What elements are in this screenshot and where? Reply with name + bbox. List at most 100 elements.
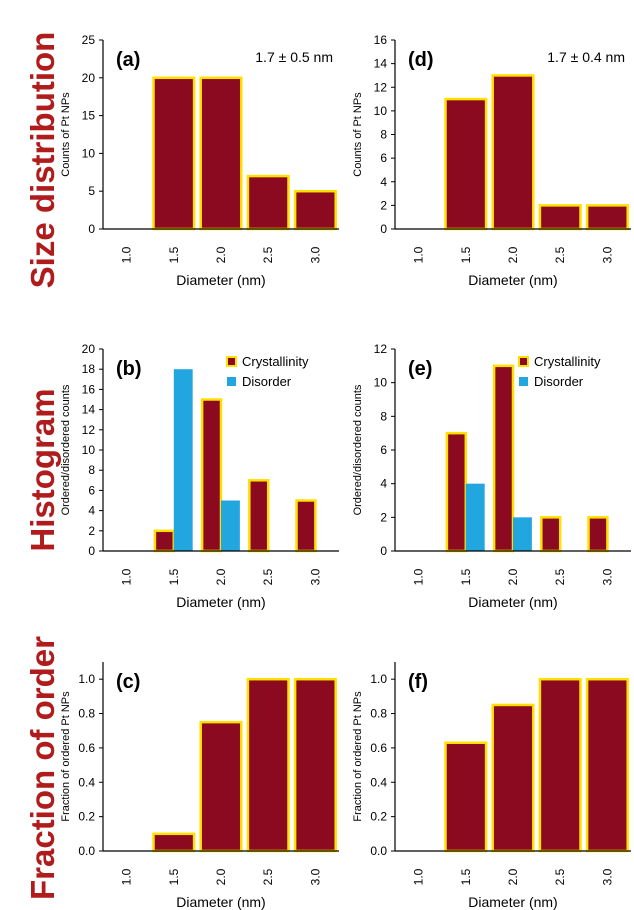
bar-count-2.0 [199,76,243,231]
y-tick-label: 8 [88,463,95,477]
x-tick-label: 1.0 [412,246,426,263]
y-tick-label: 20 [82,71,96,85]
legend: Crystallinity Disorder [226,354,309,389]
x-axis-title: Diameter (nm) [468,894,557,910]
x-tick-label: 1.5 [167,246,181,263]
legend-label-crystallinity: Crystallinity [242,354,309,369]
y-tick-label: 0 [380,222,387,236]
x-tick-label: 1.5 [167,868,181,885]
x-tick-label: 1.5 [167,568,181,585]
x-tick-label: 1.0 [120,246,134,263]
y-tick-label: 0.4 [78,775,95,789]
y-tick-label: 4 [380,175,387,189]
x-tick-label: 2.0 [214,246,228,263]
bar-count-3.0 [293,189,337,231]
y-tick-label: 8 [380,409,387,423]
x-tick-label: 2.0 [214,868,228,885]
panel-letter: (c) [116,671,140,693]
y-axis-title: Counts of Pt NPs [352,92,364,177]
y-tick-label: 16 [374,33,388,47]
x-tick-label: 1.0 [120,868,134,885]
bar-count-3.0 [585,677,629,853]
y-tick-label: 6 [380,443,387,457]
bar-crystallinity-1.5 [153,529,176,553]
x-tick-label: 2.5 [553,868,567,885]
y-axis-title: Ordered/disordered counts [352,384,364,515]
x-tick-label: 3.0 [600,868,614,885]
mean-size-annotation: 1.7 ± 0.5 nm [255,49,333,65]
bar-crystallinity-3.0 [295,499,317,553]
bar-count-3.0 [585,204,629,231]
y-tick-label: 10 [374,104,388,118]
y-axis-title: Ordered/disordered counts [60,384,72,515]
x-tick-label: 2.5 [261,568,275,585]
bar-crystallinity-2.0 [492,364,515,553]
y-tick-label: 0.2 [370,810,387,824]
y-tick-label: 5 [88,184,95,198]
y-tick-label: 0 [88,222,95,236]
y-tick-label: 0.4 [370,775,387,789]
y-tick-label: 12 [374,342,388,356]
y-tick-label: 0.2 [78,810,95,824]
panel-letter: (b) [116,358,142,380]
y-axis-title: Fraction of ordered Pt NPs [352,691,364,822]
bar-count-1.5 [444,741,488,853]
x-tick-label: 2.0 [506,568,520,585]
x-axis-title: Diameter (nm) [468,272,557,288]
x-axis-title: Diameter (nm) [176,272,265,288]
panel-letter: (f) [408,671,428,693]
legend-swatch-crystallinity [226,356,237,367]
legend-swatch-crystallinity [518,356,529,367]
y-tick-label: 0.6 [370,741,387,755]
chart-panel-e: 0 2 4 6 8 10 12 1.0 1.5 2.0 2.5 3.0 Diameter (nm) Ord… [352,342,631,610]
y-tick-label: 10 [82,443,96,457]
x-tick-label: 2.5 [261,246,275,263]
panel-letter: (e) [408,358,432,380]
bar-count-3.0 [293,677,337,853]
bar-count-2.5 [538,677,582,853]
y-tick-label: 0.8 [370,707,387,721]
x-tick-label: 2.5 [553,246,567,263]
y-tick-label: 0.0 [370,844,387,858]
y-tick-label: 10 [82,146,96,160]
legend-label-crystallinity: Crystallinity [534,354,601,369]
row-labels: Size distribution Histogram Fraction of … [24,32,61,900]
chart-panel-c: 0.0 0.2 0.4 0.6 0.8 1.0 1.0 1.5 2.0 2.5 3.0 Diamete… [60,662,339,910]
x-tick-label: 1.5 [459,246,473,263]
row-label-fraction-of-order: Fraction of order [24,636,61,900]
x-tick-label: 1.0 [120,568,134,585]
bar-disorder-1.5 [173,369,193,551]
mean-size-annotation: 1.7 ± 0.4 nm [547,49,625,65]
x-tick-label: 3.0 [308,568,322,585]
legend-swatch-disorder [227,377,236,386]
x-axis-title: Diameter (nm) [176,894,265,910]
chart-panel-a: 0 5 10 15 20 25 1.0 1.5 2.0 2.5 3.0 Diameter (nm) Co… [60,33,339,288]
y-tick-label: 12 [82,423,96,437]
y-tick-label: 25 [82,33,96,47]
bar-count-2.0 [199,720,243,853]
bar-crystallinity-2.0 [200,398,223,553]
x-tick-label: 2.5 [553,568,567,585]
x-tick-label: 2.0 [214,568,228,585]
chart-panel-b: 0 2 4 6 8 10 12 14 16 18 20 1.0 1.5 2.0 2.5 3.0 Diameter… [60,342,339,610]
x-tick-label: 3.0 [600,568,614,585]
x-tick-label: 3.0 [308,868,322,885]
bar-disorder-2.0 [513,517,532,551]
bar-count-1.5 [444,97,488,231]
x-tick-label: 3.0 [308,246,322,263]
chart-panel-d: 0 2 4 6 8 10 12 14 16 1.0 1.5 2.0 2.5 3.0 Diameter (nm… [352,33,631,288]
y-tick-label: 0 [88,544,95,558]
bar-count-2.0 [491,703,535,853]
x-axis-title: Diameter (nm) [468,594,557,610]
y-tick-label: 0.0 [78,844,95,858]
panel-letter: (d) [408,49,434,71]
x-tick-label: 2.0 [506,246,520,263]
y-tick-label: 20 [82,342,96,356]
bar-count-2.5 [246,174,290,231]
y-tick-label: 4 [380,477,387,491]
y-tick-label: 0 [380,544,387,558]
bar-count-1.5 [152,76,196,231]
bar-count-1.5 [152,832,196,853]
row-label-size-distribution: Size distribution [24,32,61,289]
